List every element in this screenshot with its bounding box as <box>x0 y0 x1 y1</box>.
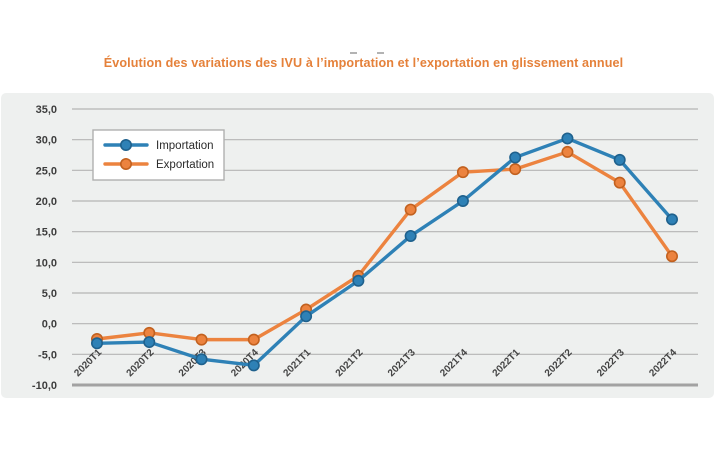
y-tick-label: 0,0 <box>42 319 57 331</box>
importation-marker <box>195 353 208 366</box>
y-tick-label: -10,0 <box>32 380 57 392</box>
exportation-marker <box>195 333 208 346</box>
x-tick-label: 2021T2 <box>334 347 366 379</box>
y-tick-label: 35,0 <box>36 104 57 116</box>
exportation-marker <box>509 163 522 176</box>
y-tick-label: 30,0 <box>36 135 57 147</box>
line-chart: 35,0 30,0 25,0 20,0 15,0 10,0 5,0 0,0 -5,0 -10,0 2… <box>32 104 698 392</box>
y-tick-label: 15,0 <box>36 227 57 239</box>
y-tick-label: 5,0 <box>42 288 57 300</box>
x-tick-label: 2022T3 <box>595 347 627 379</box>
importation-marker <box>91 337 104 350</box>
y-tick-label: 20,0 <box>36 196 57 208</box>
legend-box <box>92 129 225 181</box>
importation-line <box>95 136 674 368</box>
x-tick-label: 2022T2 <box>543 347 575 379</box>
legend-label-exportation: Exportation <box>156 159 214 171</box>
x-tick-label: 2020T2 <box>125 347 157 379</box>
exportation-marker <box>456 166 469 179</box>
importation-marker <box>300 310 313 323</box>
chart-title: Évolution des variations des IVU à l’imp… <box>103 56 624 70</box>
chart-panel: 35,0 30,0 25,0 20,0 15,0 10,0 5,0 0,0 -5,0 -10,0 2… <box>1 93 714 398</box>
importation-marker <box>143 336 156 349</box>
cropped-text-artifact-left <box>350 52 357 54</box>
importation-marker <box>509 151 522 164</box>
exportation-marker <box>613 176 626 189</box>
x-tick-label: 2021T1 <box>281 347 313 379</box>
importation-marker <box>613 153 626 166</box>
cropped-text-artifact-right <box>377 52 384 54</box>
y-tick-label: -5,0 <box>38 349 57 361</box>
exportation-marker <box>561 145 574 158</box>
importation-marker <box>561 132 574 145</box>
x-tick-label: 2022T4 <box>647 347 679 379</box>
importation-marker <box>404 229 417 242</box>
exportation-line <box>95 150 674 342</box>
legend-swatch-marker-importation <box>120 138 133 151</box>
exportation-marker <box>665 250 678 263</box>
importation-marker <box>247 359 260 372</box>
x-tick-label: 2021T3 <box>386 347 418 379</box>
exportation-marker <box>404 203 417 216</box>
y-tick-label: 25,0 <box>36 165 57 177</box>
x-tick-label: 2020T1 <box>72 347 104 379</box>
importation-marker <box>665 213 678 226</box>
importation-marker <box>456 195 469 208</box>
legend-swatch-marker-exportation <box>120 158 133 171</box>
x-tick-label: 2022T1 <box>491 347 523 379</box>
legend-label-importation: Importation <box>156 140 214 152</box>
importation-marker <box>352 274 365 287</box>
y-tick-label: 10,0 <box>36 257 57 269</box>
exportation-marker <box>247 333 260 346</box>
x-tick-label: 2021T4 <box>438 347 470 379</box>
